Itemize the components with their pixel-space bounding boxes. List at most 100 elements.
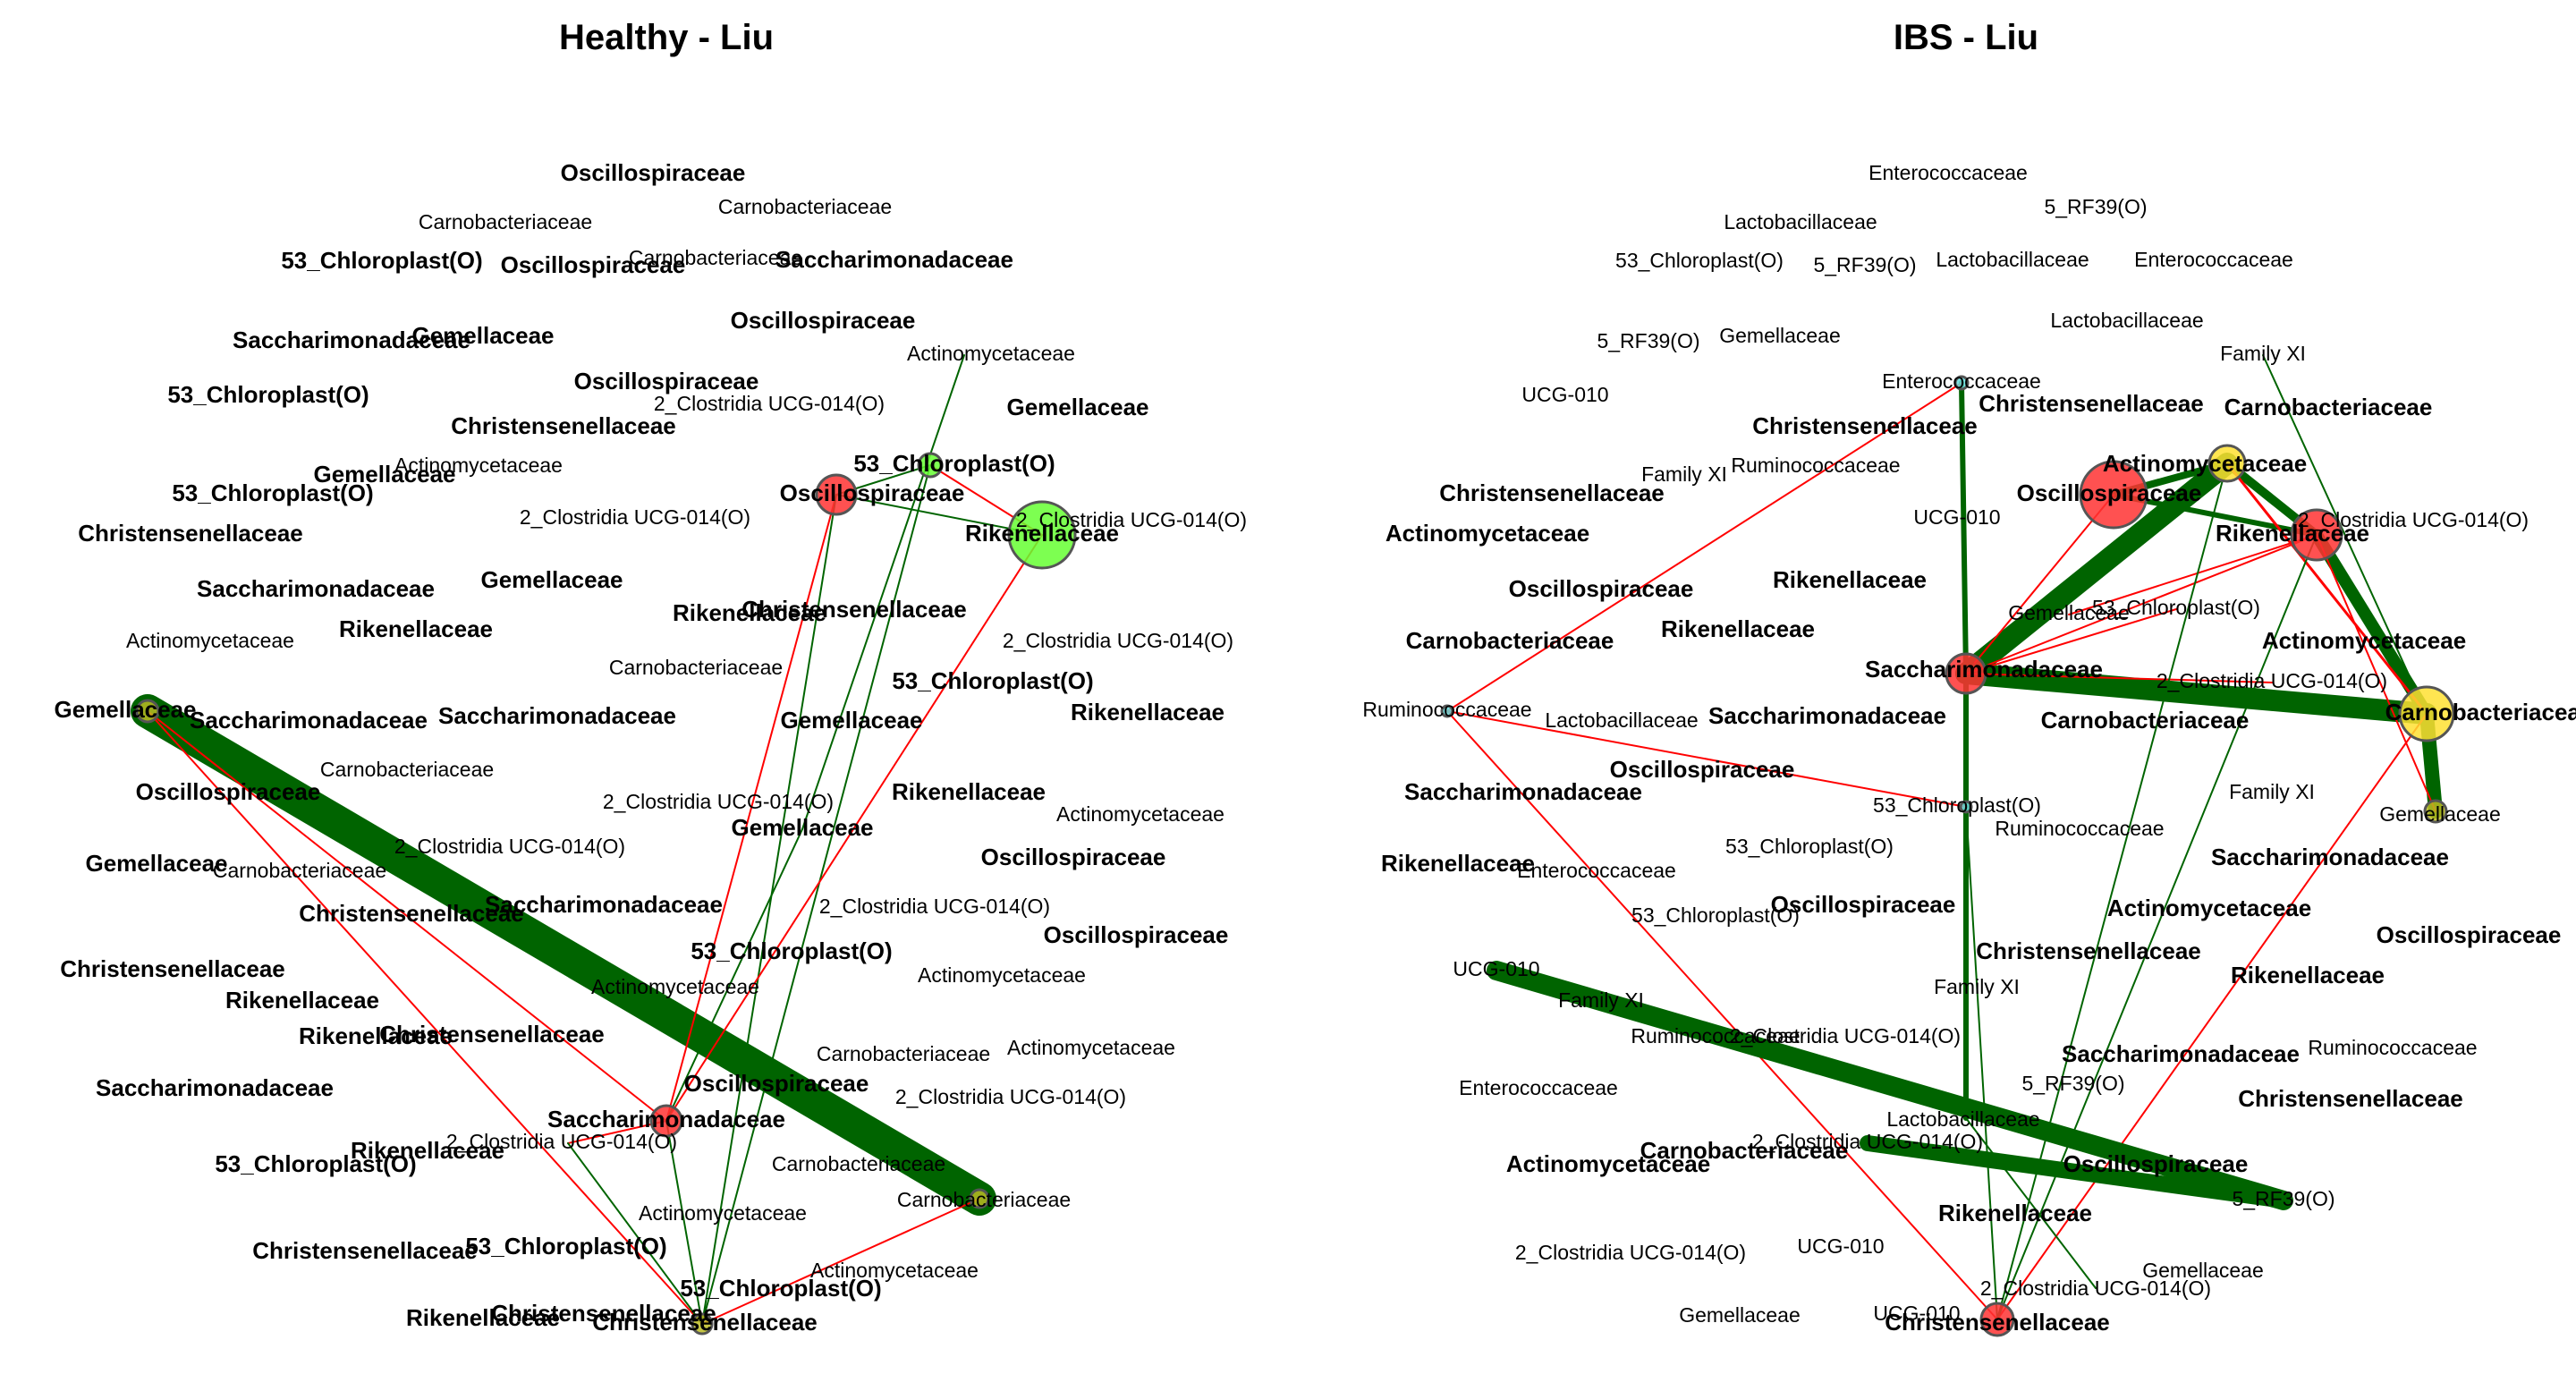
edge-ibs-15	[1996, 713, 2428, 1320]
node-healthy-1	[917, 452, 944, 479]
taxon-label-ibs-31: Actinomycetaceae	[2262, 627, 2466, 654]
taxon-label-healthy-50: Saccharimonadaceae	[485, 891, 723, 918]
taxon-label-ibs-72: UCG-010	[1797, 1234, 1884, 1258]
taxon-label-healthy-58: Rikenellaceae	[299, 1022, 453, 1049]
taxon-label-ibs-20: Christensenellaceae	[1439, 479, 1664, 506]
taxon-label-healthy-75: 53_Chloroplast(O)	[680, 1275, 881, 1302]
edge-ibs-7	[1965, 534, 2318, 674]
taxon-label-ibs-3: 53_Chloroplast(O)	[1615, 249, 1784, 272]
node-ibs-4	[2398, 685, 2455, 742]
taxon-label-ibs-30: Rikenellaceae	[1661, 615, 1815, 642]
taxon-label-healthy-61: Actinomycetaceae	[1007, 1036, 1175, 1059]
taxon-label-ibs-40: Saccharimonadaceae	[1404, 778, 1642, 805]
taxon-label-healthy-66: Rikenellaceae	[351, 1137, 504, 1164]
taxon-label-healthy-37: Saccharimonadaceae	[438, 702, 676, 729]
edge-ibs-12	[2262, 354, 2428, 715]
edge-healthy-11	[665, 828, 803, 1122]
taxon-label-healthy-2: Carnobacteriaceae	[718, 195, 892, 218]
taxon-label-ibs-46: Rikenellaceae	[1381, 850, 1535, 877]
taxon-label-ibs-62: 5_RF39(O)	[2021, 1072, 2124, 1095]
edge-healthy-4	[835, 494, 1043, 536]
edge-healthy-8	[665, 494, 837, 1122]
edge-ibs-24	[1965, 806, 1998, 1320]
panel-title-ibs: IBS - Liu	[1894, 18, 2038, 57]
taxon-label-ibs-18: Ruminococcaceae	[1731, 454, 1900, 477]
taxon-label-healthy-69: 53_Chloroplast(O)	[215, 1150, 416, 1177]
node-ibs-7	[1440, 704, 1454, 718]
edge-healthy-6	[801, 354, 965, 830]
taxon-label-ibs-39: Oscillospiraceae	[1610, 756, 1795, 783]
taxon-label-ibs-48: Saccharimonadaceae	[2211, 844, 2449, 870]
taxon-label-ibs-70: 5_RF39(O)	[2232, 1187, 2334, 1210]
taxon-label-healthy-16: 53_Chloroplast(O)	[853, 450, 1055, 477]
taxon-label-ibs-49: Oscillospiraceae	[1771, 891, 1956, 918]
panel-title-healthy: Healthy - Liu	[559, 18, 774, 57]
taxon-label-healthy-49: Christensenellaceae	[299, 900, 523, 927]
edge-healthy-12	[567, 1120, 667, 1144]
taxon-label-ibs-23: UCG-010	[1913, 505, 2000, 529]
taxon-label-ibs-29: Carnobacteriaceae	[1406, 627, 1614, 654]
taxon-label-healthy-4: Oscillospiraceae	[501, 251, 686, 278]
taxon-label-ibs-42: 53_Chloroplast(O)	[1873, 793, 2041, 817]
taxon-label-healthy-24: Christensenellaceae	[78, 520, 302, 547]
taxon-label-ibs-32: Saccharimonadaceae	[1865, 656, 2103, 683]
taxon-label-healthy-12: 53_Chloroplast(O)	[167, 381, 369, 408]
edge-healthy-13	[567, 1142, 703, 1325]
taxon-label-ibs-24: Actinomycetaceae	[1385, 520, 1589, 547]
taxon-label-ibs-36: Lactobacillaceae	[1545, 708, 1698, 732]
node-ibs-1	[2079, 460, 2148, 530]
taxon-label-healthy-43: 2_Clostridia UCG-014(O)	[603, 790, 834, 813]
taxon-label-healthy-3: 53_Chloroplast(O)	[281, 247, 482, 274]
taxon-label-ibs-9: 5_RF39(O)	[1597, 329, 1699, 352]
taxon-label-ibs-34: Carnobacteriaceae	[2385, 699, 2576, 725]
taxon-label-healthy-42: Actinomycetaceae	[1056, 802, 1224, 826]
edge-ibs-18	[1965, 608, 2177, 674]
taxon-label-healthy-57: Actinomycetaceae	[591, 975, 759, 998]
edge-ibs-4	[2111, 492, 2319, 538]
taxon-label-healthy-44: 2_Clostridia UCG-014(O)	[394, 835, 625, 858]
taxon-label-healthy-35: Gemellaceae	[54, 696, 196, 723]
taxon-label-healthy-19: Oscillospiraceae	[780, 479, 965, 506]
taxon-label-healthy-46: Gemellaceae	[85, 850, 227, 877]
taxon-label-healthy-0: Oscillospiraceae	[561, 159, 746, 186]
node-healthy-5	[969, 1188, 990, 1209]
taxon-label-ibs-57: Family XI	[1558, 988, 1644, 1012]
node-ibs-5	[2423, 799, 2448, 824]
node-healthy-3	[649, 1104, 683, 1138]
taxon-label-ibs-56: Family XI	[1934, 975, 2020, 998]
edge-ibs-23	[1860, 1135, 2292, 1209]
taxon-label-healthy-59: Christensenellaceae	[379, 1021, 604, 1047]
taxon-label-ibs-45: 53_Chloroplast(O)	[1725, 835, 1894, 858]
edge-ibs-25	[1996, 462, 2228, 1320]
taxon-label-ibs-41: Family XI	[2229, 780, 2315, 803]
taxon-label-ibs-73: 2_Clostridia UCG-014(O)	[1515, 1241, 1746, 1264]
taxon-label-ibs-15: Christensenellaceae	[1752, 412, 1977, 439]
node-ibs-0	[1945, 652, 1987, 695]
taxon-label-ibs-33: 2_Clostridia UCG-014(O)	[2157, 669, 2387, 692]
taxon-label-ibs-17: Family XI	[1641, 462, 1727, 486]
taxon-label-healthy-53: 53_Chloroplast(O)	[691, 937, 892, 964]
taxon-label-healthy-76: Christensenellaceae	[491, 1300, 716, 1327]
taxon-label-healthy-31: 2_Clostridia UCG-014(O)	[1003, 629, 1233, 652]
taxon-label-ibs-74: Gemellaceae	[2142, 1259, 2264, 1282]
taxon-label-healthy-28: Rikenellaceae	[673, 599, 826, 626]
edge-healthy-14	[701, 1198, 980, 1325]
node-ibs-2	[2207, 444, 2247, 483]
node-healthy-0	[815, 473, 858, 516]
taxon-label-healthy-38: Gemellaceae	[780, 707, 922, 734]
taxon-label-ibs-8: Gemellaceae	[1719, 324, 1841, 347]
taxon-label-healthy-71: Actinomycetaceae	[639, 1201, 807, 1225]
taxon-label-healthy-33: 53_Chloroplast(O)	[892, 667, 1093, 694]
taxon-label-healthy-18: Actinomycetaceae	[394, 454, 563, 477]
taxon-label-ibs-4: 5_RF39(O)	[1813, 253, 1916, 276]
taxon-label-ibs-26: Rikenellaceae	[1773, 566, 1927, 593]
taxon-label-healthy-25: Saccharimonadaceae	[197, 575, 435, 602]
taxon-label-ibs-16: Actinomycetaceae	[2103, 450, 2307, 477]
edge-healthy-9	[701, 494, 837, 1325]
taxon-label-healthy-6: Saccharimonadaceae	[775, 246, 1013, 273]
taxon-label-healthy-65: Saccharimonadaceae	[547, 1106, 785, 1132]
edge-ibs-17	[2068, 534, 2318, 615]
taxon-label-healthy-1: Carnobacteriaceae	[419, 210, 592, 233]
edge-ibs-8	[1955, 663, 2437, 725]
taxon-label-ibs-22: Rikenellaceae	[2216, 520, 2369, 547]
